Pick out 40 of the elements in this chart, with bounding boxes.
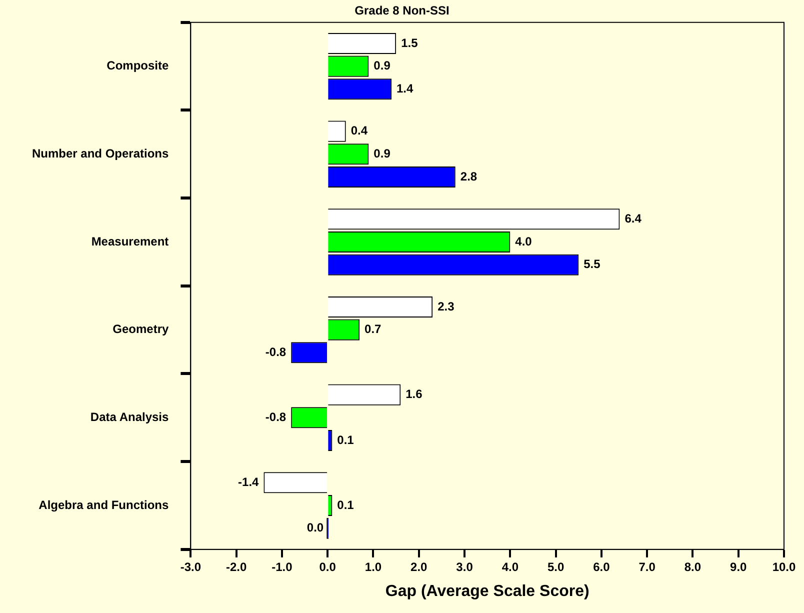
x-axis-title: Gap (Average Scale Score) [385,582,590,600]
x-tick-label: 3.0 [456,560,474,574]
x-tick-label: 4.0 [502,560,519,574]
x-tick-label: 1.0 [364,560,382,574]
y-tick-label: Number and Operations [32,146,170,160]
data-label: 0.7 [364,322,382,336]
data-label: 0.1 [337,498,354,512]
data-label: 2.8 [460,169,478,184]
data-label: -1.4 [238,474,260,489]
data-label: 6.4 [624,211,642,226]
data-label: 4.0 [515,234,532,248]
data-label: 0.9 [374,146,391,160]
data-label: 1.5 [401,36,418,50]
data-label: 0.0 [306,520,324,535]
data-label: -0.8 [265,344,286,359]
x-tick-label: 2.0 [410,560,428,574]
data-label: 2.3 [438,299,455,314]
x-tick-label: 10.0 [772,560,796,574]
y-tick-label: Algebra and Functions [38,498,170,512]
x-tick-label: -1.0 [272,560,293,574]
data-label: -0.8 [265,410,286,424]
x-tick-label: 0.0 [319,560,336,574]
data-label: 0.4 [350,124,368,138]
y-tick-label: Data Analysis [90,410,170,424]
x-tick-label: -2.0 [226,560,247,574]
y-tick-label: Measurement [91,234,169,248]
data-label: 1.4 [396,81,414,96]
y-tick-label: Composite [106,58,169,73]
x-tick-label: 9.0 [730,560,748,574]
data-label: 1.6 [406,387,423,402]
chart-title: Grade 8 Non-SSI [354,4,450,18]
x-tick-label: 7.0 [638,560,656,574]
data-label: 0.9 [374,58,391,73]
x-tick-label: 8.0 [684,560,702,574]
data-label: 0.1 [337,432,354,447]
x-tick-label: 5.0 [547,560,564,574]
x-tick-label: -3.0 [180,560,202,574]
x-tick-label: 6.0 [593,560,610,574]
data-label: 5.5 [584,257,601,272]
y-tick-label: Geometry [112,322,170,336]
